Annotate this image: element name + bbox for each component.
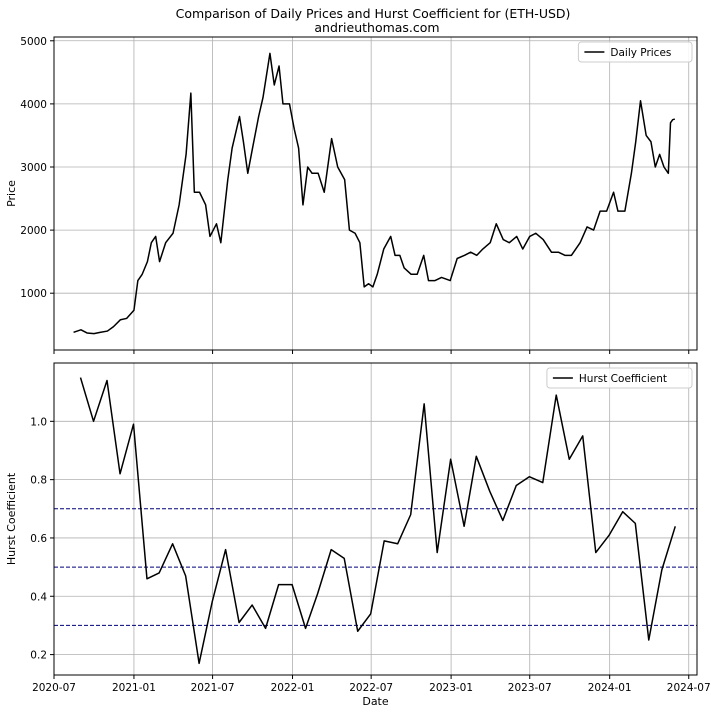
hurst-panel: 0.2 0.4 0.6 0.8 1.0 2020-07 2021-01 2021-07 2022…: [5, 362, 711, 708]
y-tick-label: 3000: [20, 162, 47, 174]
price-panel: 1000 2000 3000 4000 5000 Price Daily Prices: [5, 36, 698, 354]
chart-subtitle: andrieuthomas.com: [314, 20, 439, 35]
legend-box: [546, 367, 693, 389]
plot-frame: [53, 36, 698, 351]
x-tick-label: 2024-07: [667, 682, 711, 694]
legend: Daily Prices: [577, 41, 693, 63]
plot-frame: [53, 362, 698, 676]
series-line: [79, 377, 676, 665]
chart-title: Comparison of Daily Prices and Hurst Coe…: [176, 6, 571, 21]
legend: Hurst Coefficient: [546, 367, 693, 389]
y-tick-label: 5000: [20, 36, 47, 48]
y-tick-label: 1.0: [30, 416, 47, 428]
y-tick-label: 4000: [20, 99, 47, 111]
x-tick-label: 2023-07: [508, 682, 552, 694]
y-tick-label: 0.2: [30, 650, 47, 662]
x-axis-label: Date: [362, 695, 389, 708]
x-tick-label: 2023-01: [429, 682, 473, 694]
y-axis-label: Hurst Coefficient: [5, 472, 18, 565]
legend-label: Hurst Coefficient: [579, 373, 667, 385]
x-tick-label: 2021-01: [112, 682, 156, 694]
grid: [53, 363, 697, 675]
legend-label: Daily Prices: [610, 47, 671, 59]
y-tick-label: 1000: [20, 288, 47, 300]
y-axis-label: Price: [5, 180, 18, 207]
x-tick-label: 2022-01: [271, 682, 315, 694]
y-tick-label: 0.4: [30, 591, 47, 603]
x-tick-label: 2022-07: [349, 682, 393, 694]
y-tick-label: 0.8: [30, 475, 47, 487]
y-tick-label: 2000: [20, 225, 47, 237]
y-tick-label: 0.6: [30, 533, 47, 545]
grid: [53, 37, 697, 350]
legend-box: [577, 41, 693, 63]
series-line: [73, 52, 676, 335]
x-tick-label: 2021-07: [191, 682, 235, 694]
x-tick-label: 2020-07: [32, 682, 76, 694]
x-tick-label: 2024-01: [588, 682, 632, 694]
